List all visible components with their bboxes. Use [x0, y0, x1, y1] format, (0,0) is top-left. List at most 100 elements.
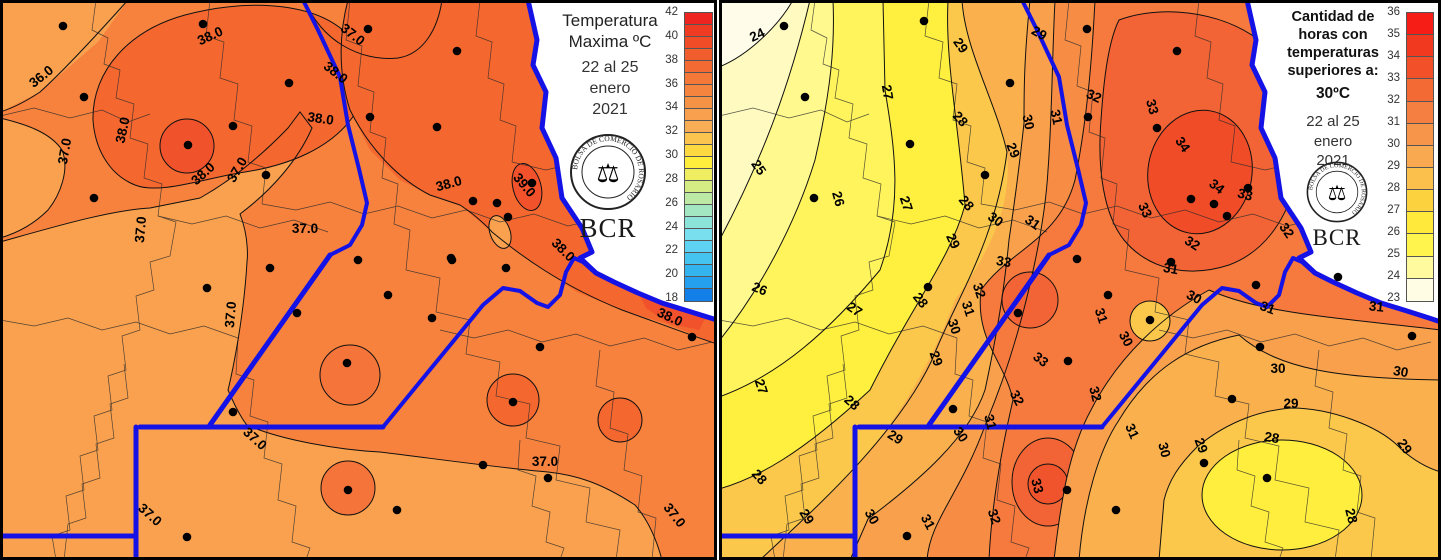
station-dot[interactable]	[543, 473, 553, 483]
station-dot[interactable]	[1111, 505, 1121, 515]
map-temperatura-maxima[interactable]: 38.036.037.038.038.037.038.0 37.038.037.0…	[0, 0, 717, 560]
station-dot[interactable]	[353, 255, 363, 265]
arroyo-del-medio	[381, 256, 594, 429]
legend-tick-label: 30	[1387, 138, 1400, 150]
station-dot[interactable]	[501, 263, 511, 273]
contour-label: 29	[1192, 436, 1211, 455]
station-dot[interactable]	[182, 532, 192, 542]
station-dot[interactable]	[980, 170, 990, 180]
station-dot[interactable]	[383, 290, 393, 300]
station-dot[interactable]	[292, 308, 302, 318]
station-dot[interactable]	[1255, 342, 1265, 352]
left-color-scale-ticks: 42 40 38 36 34 32 30 28 26 24 22 20 18	[646, 6, 678, 304]
station-dot[interactable]	[1013, 308, 1023, 318]
station-dot[interactable]	[503, 212, 513, 222]
station-dot[interactable]	[447, 255, 457, 265]
carcarana-river	[301, 0, 369, 257]
station-dot[interactable]	[535, 342, 545, 352]
station-dot[interactable]	[1227, 394, 1237, 404]
station-dot[interactable]	[923, 282, 933, 292]
station-dot[interactable]	[1243, 183, 1253, 193]
contour-label: 32	[1086, 385, 1104, 403]
contour-label: 37.0	[55, 137, 74, 165]
station-dot[interactable]	[89, 193, 99, 203]
station-dot[interactable]	[1166, 257, 1176, 267]
period-line: 22 al 25	[581, 59, 639, 76]
station-dot[interactable]	[478, 460, 488, 470]
station-dot[interactable]	[427, 313, 437, 323]
legend-color-cell	[685, 169, 712, 181]
station-dot[interactable]	[1005, 78, 1015, 88]
legend-tick-label: 34	[665, 101, 678, 114]
station-dot[interactable]	[902, 531, 912, 541]
station-dot[interactable]	[1209, 199, 1219, 209]
station-dot[interactable]	[261, 170, 271, 180]
station-dot[interactable]	[284, 78, 294, 88]
station-dot[interactable]	[228, 121, 238, 131]
station-dot[interactable]	[1262, 473, 1272, 483]
station-dot[interactable]	[1083, 112, 1093, 122]
contour-label: 29	[796, 506, 817, 527]
right-title-line: superiores a:	[1287, 63, 1379, 80]
station-dot[interactable]	[919, 16, 929, 26]
station-dot[interactable]	[343, 485, 353, 495]
station-dot[interactable]	[1199, 458, 1209, 468]
contour-label: 30	[945, 317, 964, 336]
contour-label: 30	[862, 506, 883, 527]
station-dot[interactable]	[79, 92, 89, 102]
station-dot[interactable]	[1407, 331, 1417, 341]
station-dot[interactable]	[432, 122, 442, 132]
station-dot[interactable]	[1082, 24, 1092, 34]
station-dot[interactable]	[1072, 254, 1082, 264]
station-dot[interactable]	[948, 404, 958, 414]
legend-color-cell	[685, 217, 712, 229]
station-dot[interactable]	[687, 332, 697, 342]
station-dot[interactable]	[779, 21, 789, 31]
contour-label: 29	[1003, 141, 1023, 161]
station-dot[interactable]	[1333, 272, 1343, 282]
station-dot[interactable]	[1172, 46, 1182, 56]
legend-tick-label: 35	[1387, 28, 1400, 40]
station-dot[interactable]	[1222, 211, 1232, 221]
station-dot[interactable]	[1186, 194, 1196, 204]
station-dot[interactable]	[1145, 315, 1155, 325]
station-dot[interactable]	[1063, 356, 1073, 366]
station-dot[interactable]	[183, 140, 193, 150]
left-title-line1: Temperatura	[562, 11, 658, 30]
station-dot[interactable]	[492, 198, 502, 208]
station-dot[interactable]	[342, 358, 352, 368]
legend-color-cell	[685, 145, 712, 157]
contour-label: 30	[985, 209, 1006, 230]
contour-label: 33	[1236, 185, 1255, 204]
station-dot[interactable]	[809, 193, 819, 203]
legend-color-cell	[1407, 145, 1433, 168]
station-dot[interactable]	[1062, 485, 1072, 495]
svg-text:⚖: ⚖	[1328, 182, 1347, 205]
station-dot[interactable]	[905, 139, 915, 149]
station-dot[interactable]	[392, 505, 402, 515]
station-dot[interactable]	[228, 407, 238, 417]
station-dot[interactable]	[58, 21, 68, 31]
station-dot[interactable]	[1152, 123, 1162, 133]
station-dot[interactable]	[198, 19, 208, 29]
station-dot[interactable]	[363, 24, 373, 34]
department-boundary-line	[876, 215, 1048, 233]
station-dot[interactable]	[202, 283, 212, 293]
legend-tick-label: 24	[1387, 270, 1400, 282]
legend-tick-label: 31	[1387, 116, 1400, 128]
contour-label: 29	[943, 231, 963, 251]
station-dot[interactable]	[468, 196, 478, 206]
station-dot[interactable]	[508, 397, 518, 407]
station-dot[interactable]	[1103, 290, 1113, 300]
legend-color-cell	[1407, 190, 1433, 213]
contour-label: 27	[897, 194, 916, 213]
legend-color-cell	[685, 85, 712, 97]
station-dot[interactable]	[365, 112, 375, 122]
station-dot[interactable]	[1251, 280, 1261, 290]
station-dot[interactable]	[527, 178, 537, 188]
station-dot[interactable]	[452, 46, 462, 56]
station-dot[interactable]	[800, 92, 810, 102]
bcr-logo: BOLSA DE COMERCIO DE ROSARIO ⚖ BCR	[1305, 160, 1369, 251]
station-dot[interactable]	[265, 263, 275, 273]
